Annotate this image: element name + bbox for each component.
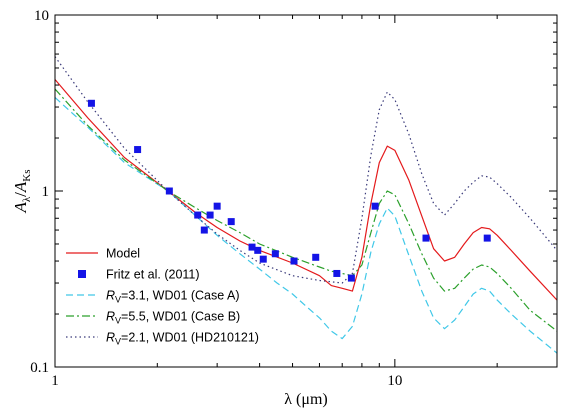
data-point-marker: [254, 246, 262, 254]
data-point-marker: [194, 211, 202, 219]
series-line-3: [55, 56, 557, 284]
data-point-marker: [347, 274, 355, 282]
legend-label: RV=2.1, WD01 (HD210121): [106, 331, 259, 347]
data-point-marker: [248, 243, 256, 251]
series-line-1: [55, 97, 557, 354]
legend-marker: [78, 270, 86, 278]
series-line-2: [55, 88, 557, 332]
data-point-marker: [200, 226, 208, 234]
data-point-marker: [134, 146, 142, 154]
marker-layer: [87, 99, 491, 282]
legend: Model Fritz et al. (2011) RV=3.1, WD01 (Ca…: [66, 247, 259, 347]
data-point-marker: [165, 187, 173, 195]
y-tick-label: 1: [42, 184, 50, 200]
series-layer: [55, 56, 557, 354]
x-tick-label: 1: [51, 373, 59, 389]
data-point-marker: [227, 218, 235, 226]
data-point-marker: [206, 211, 214, 219]
data-point-marker: [87, 99, 95, 107]
y-tick-label: 0.1: [30, 360, 49, 376]
legend-label: Fritz et al. (2011): [106, 268, 200, 282]
data-point-marker: [259, 255, 267, 263]
y-axis-title: Aλ/AKs: [11, 169, 33, 213]
data-point-marker: [213, 202, 221, 210]
data-point-marker: [422, 234, 430, 242]
legend-label: RV=5.5, WD01 (Case B): [106, 310, 240, 326]
data-point-marker: [333, 269, 341, 277]
data-point-marker: [312, 253, 320, 261]
y-tick-label: 10: [34, 8, 49, 24]
data-point-marker: [483, 234, 491, 242]
data-point-marker: [271, 250, 279, 258]
series-line-0: [55, 79, 557, 301]
data-point-marker: [371, 202, 379, 210]
data-point-marker: [290, 257, 298, 265]
x-axis-title: λ (μm): [284, 391, 327, 408]
svg-text:Aλ/AKs: Aλ/AKs: [11, 169, 33, 213]
x-tick-label: 10: [387, 373, 402, 389]
legend-label: RV=3.1, WD01 (Case A): [106, 289, 240, 305]
legend-label: Model: [106, 247, 140, 261]
